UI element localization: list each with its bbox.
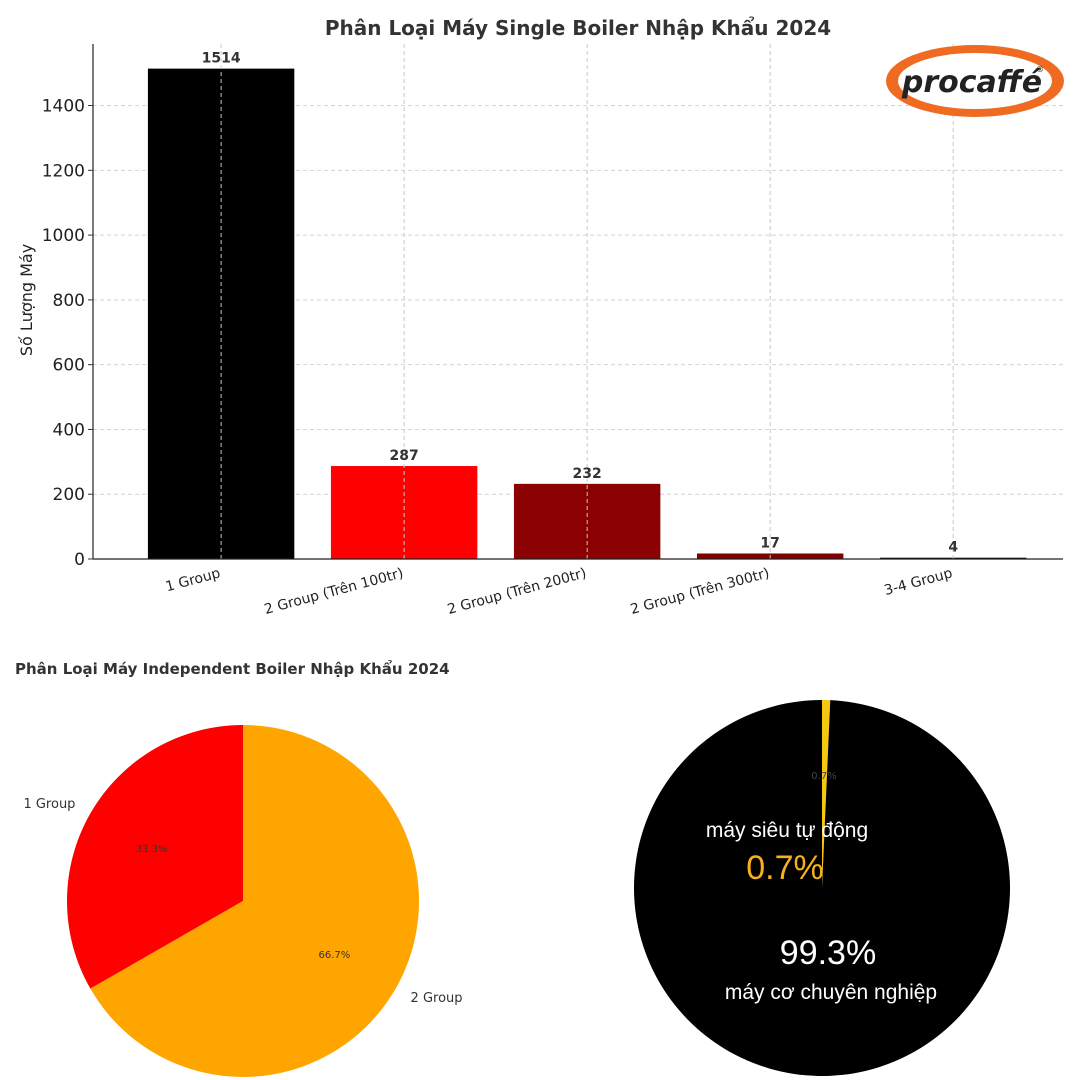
bar-chart-data-labels: 1514 287 232 17 4: [202, 51, 959, 556]
pie-percent-label: 66.7%: [319, 950, 351, 961]
bar-chart-axes: [92, 44, 1063, 560]
bar-chart-x-ticks: 1 Group 2 Group (Trên 100tr) 2 Group (Trên…: [164, 565, 954, 618]
pie-slice-m-y-c-chuy-n-nghi-p: [634, 700, 1011, 1077]
y-tick-label: 0: [74, 550, 85, 570]
data-label-2-group-tr-n-300tr: 17: [760, 535, 779, 551]
logo-text: procaffé: [901, 65, 1042, 100]
pie-category-label: 1 Group: [23, 797, 75, 812]
x-tick-label: 2 Group (Trên 200tr): [446, 565, 588, 618]
bar-chart-y-axis-label: Số Lượng Máy: [17, 244, 36, 356]
pie-slice-1-group: [67, 725, 243, 989]
bar-chart-title: Phân Loại Máy Single Boiler Nhập Khẩu 20…: [325, 16, 831, 40]
x-tick-label: 3-4 Group: [883, 565, 955, 599]
pie-slice-m-y-si-u-t-ng: [822, 700, 831, 888]
procaffe-logo: procaffé ®: [886, 45, 1064, 117]
data-label-3-4-group: 4: [948, 540, 958, 556]
y-tick-label: 1200: [42, 161, 85, 181]
x-tick-label: 2 Group (Trên 100tr): [263, 565, 405, 618]
annotation-professional-label: máy cơ chuyên nghiệp: [725, 981, 937, 1004]
x-tick-label: 1 Group: [164, 565, 222, 595]
x-tick-label: 2 Group (Trên 300tr): [629, 565, 771, 618]
y-tick-label: 200: [53, 485, 85, 505]
bar-chart-vertical-grid: [220, 44, 954, 559]
y-tick-label: 1000: [42, 226, 85, 246]
pie-inner-percent-label: 0.7%: [811, 771, 836, 782]
independent-boiler-pie: [67, 725, 420, 1077]
annotation-professional-percent: 99.3%: [780, 934, 876, 972]
y-tick-label: 1400: [42, 97, 85, 117]
independent-boiler-pie-labels: 33.3% 1 Group 66.7% 2 Group: [23, 797, 462, 1006]
pie-percent-label: 33.3%: [136, 844, 168, 855]
machine-type-pie: [634, 700, 1011, 1077]
pie-category-label: 2 Group: [411, 991, 463, 1006]
data-label-2-group-tr-n-100tr: 287: [390, 448, 419, 464]
annotation-automatic-label: máy siêu tự động: [706, 819, 868, 842]
annotation-automatic-percent: 0.7%: [746, 849, 824, 887]
logo-registered-mark: ®: [1036, 65, 1044, 74]
y-tick-label: 400: [53, 420, 85, 440]
bar-chart-y-ticks: 0 200 400 600 800 1000 1200 1400: [42, 97, 93, 570]
y-tick-label: 800: [53, 291, 85, 311]
pie-slice-2-group: [90, 725, 420, 1077]
data-label-1-group: 1514: [202, 51, 241, 67]
machine-type-pie-labels: 0.7% máy siêu tự động 0.7% 99.3% máy cơ chuy…: [706, 771, 937, 1004]
y-tick-label: 600: [53, 356, 85, 376]
pie-chart-title: Phân Loại Máy Independent Boiler Nhập Kh…: [15, 660, 450, 678]
data-label-2-group-tr-n-200tr: 232: [573, 466, 602, 482]
